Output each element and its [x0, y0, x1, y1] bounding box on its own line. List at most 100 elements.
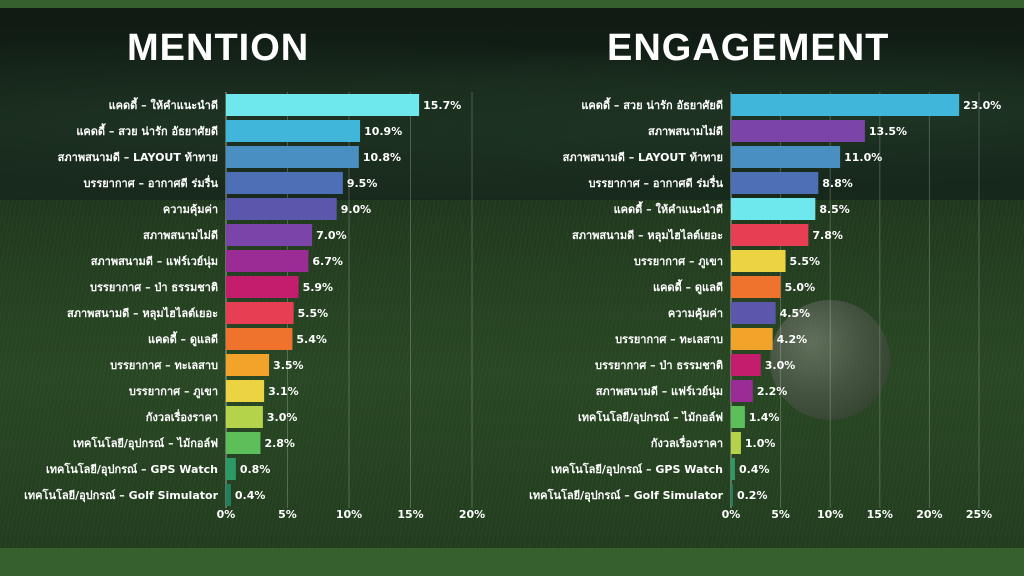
engagement-category-label: กังวลเรื่องราคา — [651, 435, 723, 450]
mention-value-label: 3.0% — [267, 411, 298, 424]
engagement-bar — [731, 172, 819, 194]
engagement-category-label: บรรยากาศ – ภูเขา — [634, 255, 723, 269]
golf-ball-image — [770, 300, 890, 420]
engagement-value-label: 8.5% — [819, 203, 850, 216]
mention-category-label: แคดดี้ – ให้คำแนะนำดี — [109, 97, 218, 112]
mention-chart-title: MENTION — [127, 27, 310, 69]
engagement-bar — [731, 120, 865, 142]
engagement-bar — [731, 380, 753, 402]
mention-value-label: 2.8% — [264, 437, 295, 450]
engagement-bar — [731, 198, 816, 220]
engagement-bar — [731, 250, 786, 272]
mention-category-label: บรรยากาศ – ป่า ธรรมชาติ — [90, 281, 218, 294]
mention-category-label: สภาพสนามดี – แฟร์เวย์นุ่ม — [91, 255, 218, 269]
engagement-value-label: 8.8% — [822, 177, 853, 190]
mention-bar — [226, 484, 231, 506]
mention-bar — [226, 250, 309, 272]
mention-bar — [226, 354, 270, 376]
engagement-category-label: เทคโนโลยี/อุปกรณ์ – GPS Watch — [551, 462, 723, 477]
engagement-x-tick-label: 15% — [867, 508, 893, 521]
mention-category-label: บรรยากาศ – ทะเลสาบ — [110, 359, 218, 372]
mention-bar — [226, 328, 293, 350]
mention-x-tick-label: 5% — [278, 508, 297, 521]
engagement-bar — [731, 146, 841, 168]
engagement-value-label: 3.0% — [765, 359, 796, 372]
mention-category-label: บรรยากาศ – อากาศดี ร่มรื่น — [83, 175, 218, 190]
engagement-category-label: แคดดี้ – ให้คำแนะนำดี — [614, 201, 723, 216]
engagement-category-label: สภาพสนามดี – LAYOUT ท้าทาย — [563, 151, 723, 164]
engagement-value-label: 11.0% — [844, 151, 882, 164]
engagement-bar-chart: 0% 5% 10% 15% 20% 25% แคดดี้ – สวย น่ารัก อัธย… — [529, 92, 1001, 521]
mention-x-tick-label: 10% — [336, 508, 362, 521]
engagement-value-label: 0.2% — [737, 489, 768, 502]
mention-bar — [226, 146, 359, 168]
engagement-category-label: สภาพสนามดี – แฟร์เวย์นุ่ม — [596, 385, 723, 399]
mention-category-label: สภาพสนามดี – หลุมไฮไลต์เยอะ — [67, 306, 218, 321]
engagement-value-label: 1.0% — [745, 437, 776, 450]
engagement-x-tick-label: 5% — [771, 508, 790, 521]
engagement-chart-title: ENGAGEMENT — [607, 27, 890, 69]
mention-category-label: ความคุ้มค่า — [163, 203, 218, 217]
engagement-value-label: 23.0% — [963, 99, 1001, 112]
mention-category-label: เทคโนโลยี/อุปกรณ์ – Golf Simulator — [24, 488, 218, 503]
engagement-value-label: 4.2% — [777, 333, 808, 346]
mention-bar — [226, 94, 420, 116]
mention-bar — [226, 224, 313, 246]
mention-value-label: 0.8% — [240, 463, 271, 476]
engagement-value-label: 5.0% — [785, 281, 816, 294]
engagement-category-label: เทคโนโลยี/อุปกรณ์ – ไม้กอล์ฟ — [578, 410, 723, 425]
mention-x-tick-label: 0% — [217, 508, 236, 521]
mention-value-label: 5.9% — [303, 281, 334, 294]
mention-value-label: 0.4% — [235, 489, 266, 502]
engagement-category-label: บรรยากาศ – ป่า ธรรมชาติ — [595, 359, 723, 372]
mention-category-label: สภาพสนามดี – LAYOUT ท้าทาย — [58, 151, 218, 164]
mention-value-label: 3.5% — [273, 359, 304, 372]
mention-value-label: 9.5% — [347, 177, 378, 190]
mention-value-label: 15.7% — [423, 99, 461, 112]
mention-bar-chart: 0% 5% 10% 15% 20% แคดดี้ – ให้คำแนะนำดี 15.7% แ… — [24, 92, 485, 521]
engagement-value-label: 0.4% — [739, 463, 770, 476]
mention-value-label: 10.9% — [364, 125, 402, 138]
mention-value-label: 5.5% — [298, 307, 329, 320]
engagement-category-label: สภาพสนามไม่ดี — [648, 124, 723, 138]
engagement-category-label: บรรยากาศ – อากาศดี ร่มรื่น — [588, 175, 723, 190]
mention-value-label: 5.4% — [296, 333, 327, 346]
engagement-category-label: แคดดี้ – ดูแลดี — [653, 279, 723, 295]
mention-bar — [226, 432, 261, 454]
engagement-category-label: ความคุ้มค่า — [668, 307, 723, 321]
mention-value-label: 7.0% — [316, 229, 347, 242]
engagement-value-label: 2.2% — [757, 385, 788, 398]
engagement-x-tick-label: 25% — [966, 508, 992, 521]
mention-category-label: แคดดี้ – ดูแลดี — [148, 331, 218, 347]
mention-bar — [226, 198, 337, 220]
engagement-x-tick-label: 20% — [916, 508, 942, 521]
engagement-category-label: เทคโนโลยี/อุปกรณ์ – Golf Simulator — [529, 488, 723, 503]
engagement-bar — [731, 458, 735, 480]
mention-category-label: กังวลเรื่องราคา — [146, 409, 218, 424]
engagement-bar — [731, 94, 960, 116]
mention-bar — [226, 406, 263, 428]
top-border — [0, 0, 1024, 8]
mention-bar — [226, 120, 361, 142]
engagement-bar — [731, 354, 761, 376]
engagement-x-tick-label: 0% — [722, 508, 741, 521]
engagement-bar — [731, 224, 809, 246]
mention-x-tick-label: 20% — [459, 508, 485, 521]
mention-value-label: 6.7% — [312, 255, 343, 268]
mention-value-label: 10.8% — [363, 151, 401, 164]
mention-bar — [226, 276, 299, 298]
engagement-bar — [731, 432, 741, 454]
mention-bar — [226, 172, 343, 194]
mention-category-label: บรรยากาศ – ภูเขา — [129, 385, 218, 399]
engagement-bar — [731, 302, 776, 324]
mention-category-label: แคดดี้ – สวย น่ารัก อัธยาศัยดี — [76, 123, 218, 138]
bottom-border — [0, 548, 1024, 576]
engagement-bar — [731, 328, 773, 350]
mention-category-label: เทคโนโลยี/อุปกรณ์ – GPS Watch — [46, 462, 218, 477]
mention-category-label: สภาพสนามไม่ดี — [143, 228, 218, 242]
engagement-value-label: 4.5% — [780, 307, 811, 320]
engagement-bar — [731, 276, 781, 298]
engagement-category-label: สภาพสนามดี – หลุมไฮไลต์เยอะ — [572, 228, 723, 243]
engagement-value-label: 1.4% — [749, 411, 780, 424]
